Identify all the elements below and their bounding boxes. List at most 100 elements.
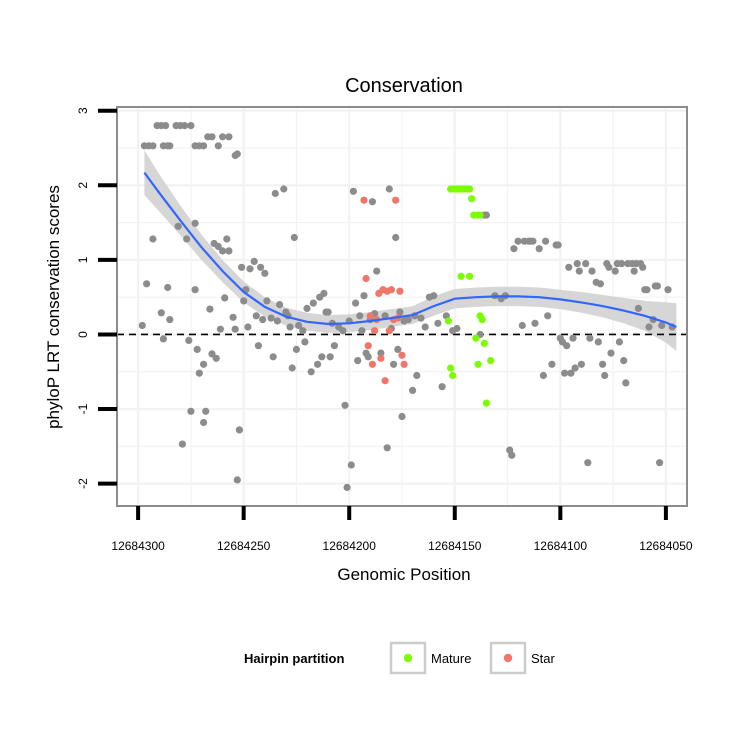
point-other: [577, 360, 586, 368]
point-other: [607, 349, 615, 357]
point-other: [413, 371, 421, 380]
point-other: [159, 335, 167, 343]
confidence-ribbon: [144, 150, 677, 351]
point-other: [360, 292, 368, 300]
point-other: [183, 235, 191, 243]
y-tick-label: 1: [76, 256, 90, 263]
point-other: [301, 338, 309, 346]
point-other: [356, 312, 364, 320]
point-other: [216, 325, 224, 333]
point-star: [371, 327, 379, 335]
point-other: [596, 280, 605, 288]
point-mature: [487, 357, 495, 365]
point-other: [314, 360, 322, 368]
y-tick-label: -2: [76, 478, 90, 489]
point-other: [634, 304, 643, 312]
panel-border: [116, 106, 688, 507]
point-mature: [447, 364, 455, 372]
point-other: [341, 401, 349, 409]
point-other: [569, 334, 577, 342]
point-other: [164, 283, 172, 292]
point-other: [191, 286, 199, 294]
point-star: [387, 286, 395, 294]
point-other: [286, 323, 294, 331]
point-other: [453, 324, 461, 333]
data-points: [138, 122, 676, 491]
point-other: [392, 233, 400, 242]
point-other: [149, 235, 157, 243]
legend-title: Hairpin partition: [244, 651, 344, 666]
point-mature: [457, 272, 465, 280]
point-star: [398, 351, 406, 359]
point-other: [257, 263, 265, 271]
point-other: [238, 263, 246, 271]
point-other: [273, 317, 281, 325]
point-other: [221, 294, 229, 302]
point-other: [225, 133, 233, 141]
point-other: [206, 305, 214, 313]
point-other: [166, 142, 174, 150]
point-other: [658, 321, 666, 330]
point-other: [195, 369, 203, 377]
point-other: [620, 357, 628, 365]
plot-panel: [116, 106, 688, 507]
point-other: [246, 265, 254, 273]
point-other: [299, 327, 307, 335]
point-other: [409, 386, 417, 394]
point-star: [385, 327, 393, 335]
point-other: [309, 299, 317, 307]
point-other: [166, 316, 174, 324]
point-other: [162, 122, 170, 130]
point-other: [214, 142, 222, 150]
point-other: [529, 237, 537, 245]
point-other: [594, 338, 602, 346]
point-other: [573, 260, 581, 268]
point-other: [354, 357, 362, 365]
point-other: [584, 459, 592, 467]
point-other: [554, 241, 562, 249]
legend-label-mature: Mature: [431, 651, 471, 666]
point-star: [377, 354, 385, 362]
x-axis: 12684300 12684250 12684200 12684150 12684100…: [111, 506, 693, 553]
point-other: [250, 257, 258, 265]
point-other: [267, 314, 275, 322]
point-other: [326, 353, 334, 361]
point-other: [417, 314, 425, 322]
point-mature: [449, 371, 457, 380]
point-star: [396, 287, 404, 295]
legend-label-star: Star: [531, 651, 556, 666]
point-other: [208, 133, 216, 141]
point-other: [611, 267, 619, 275]
point-other: [599, 360, 607, 368]
point-other: [352, 299, 360, 307]
legend-marker-mature: [403, 653, 413, 663]
point-other: [295, 321, 303, 330]
point-other: [563, 342, 571, 350]
y-tick-label: -1: [76, 403, 90, 414]
point-other: [288, 364, 296, 372]
point-other: [233, 150, 241, 158]
point-other: [223, 235, 231, 243]
point-other: [138, 321, 146, 330]
x-tick-label: 12684050: [639, 539, 693, 553]
legend-marker-star: [503, 653, 513, 663]
point-other: [618, 260, 626, 268]
point-other: [539, 371, 548, 380]
point-star: [364, 342, 372, 350]
point-star: [392, 196, 400, 204]
point-other: [398, 412, 406, 421]
point-other: [303, 304, 311, 312]
point-other: [383, 444, 391, 452]
x-axis-title: Genomic Position: [337, 565, 470, 584]
point-other: [320, 289, 328, 297]
point-other: [643, 286, 651, 294]
point-other: [605, 263, 613, 271]
point-other: [434, 319, 442, 327]
point-star: [400, 360, 408, 368]
point-other: [219, 247, 227, 255]
point-other: [261, 269, 269, 277]
point-other: [542, 237, 550, 245]
loess-smooth-line: [143, 171, 677, 329]
point-other: [219, 133, 227, 141]
x-tick-label: 12684250: [217, 539, 271, 553]
